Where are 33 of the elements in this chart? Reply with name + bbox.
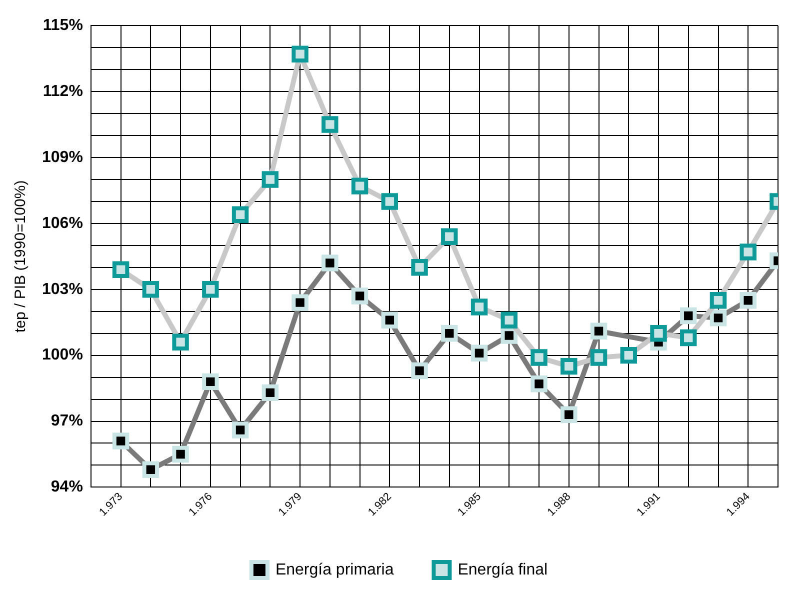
y-tick-label: 103% [42, 280, 83, 298]
point [590, 349, 608, 366]
point [411, 259, 428, 276]
point [292, 46, 308, 63]
point [381, 193, 398, 210]
point [740, 244, 756, 260]
point [680, 329, 697, 346]
y-tick-label: 106% [42, 214, 83, 232]
point [530, 349, 548, 366]
point [202, 281, 219, 298]
y-tick-label: 100% [42, 346, 83, 364]
y-tick-label: 94% [50, 478, 83, 496]
point [232, 206, 249, 223]
point [500, 312, 518, 329]
point [560, 358, 578, 375]
point [112, 261, 130, 278]
point [470, 298, 488, 316]
y-tick-label: 97% [50, 412, 83, 430]
legend-label: Energía primaria [275, 561, 394, 578]
y-tick-label: 112% [42, 82, 83, 100]
point [322, 116, 338, 133]
point [142, 281, 160, 298]
legend-label: Energía final [458, 561, 548, 578]
y-tick-label: 115% [42, 17, 83, 34]
point [262, 171, 279, 188]
y-axis-title: tep / PIB (1990=100%) [12, 180, 30, 332]
point [650, 324, 667, 342]
point [710, 292, 727, 309]
point [620, 346, 637, 364]
point [441, 228, 458, 245]
point [172, 334, 189, 350]
y-tick-label: 109% [42, 148, 83, 166]
point [351, 178, 368, 194]
